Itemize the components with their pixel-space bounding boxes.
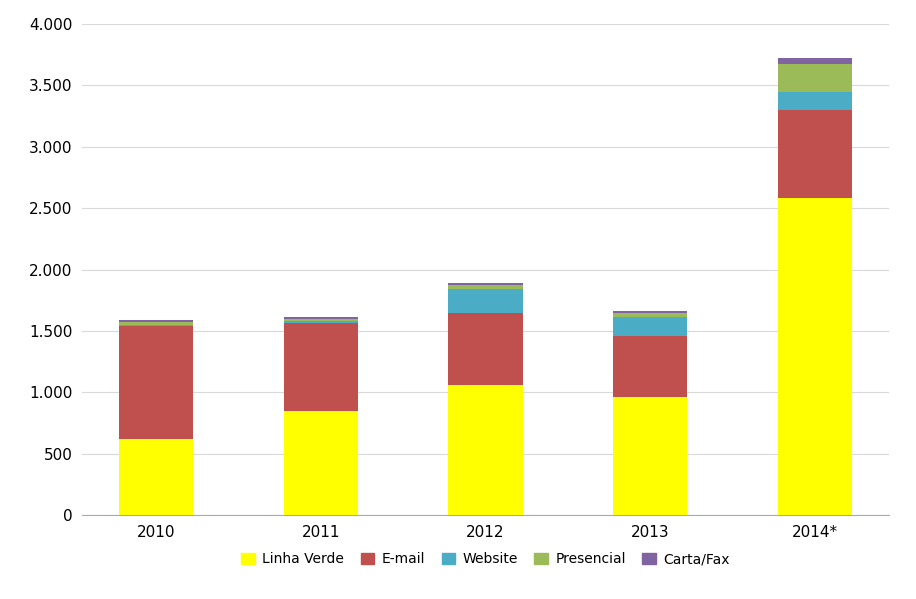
Bar <box>284 411 358 515</box>
Bar <box>284 323 358 411</box>
Bar <box>613 317 687 337</box>
Bar <box>449 385 522 515</box>
Bar <box>778 92 852 110</box>
Bar <box>449 285 522 289</box>
Bar <box>284 320 358 323</box>
Bar <box>119 322 193 325</box>
Bar <box>613 311 687 313</box>
Bar <box>119 326 193 439</box>
Bar <box>613 313 687 317</box>
Legend: Linha Verde, E-mail, Website, Presencial, Carta/Fax: Linha Verde, E-mail, Website, Presencial… <box>235 547 736 572</box>
Bar <box>613 337 687 397</box>
Bar <box>778 58 852 64</box>
Bar <box>778 198 852 515</box>
Bar <box>449 313 522 385</box>
Bar <box>119 320 193 322</box>
Bar <box>284 317 358 319</box>
Bar <box>613 397 687 515</box>
Bar <box>449 283 522 285</box>
Bar <box>284 319 358 320</box>
Bar <box>449 289 522 313</box>
Bar <box>778 110 852 198</box>
Bar <box>119 325 193 326</box>
Bar <box>778 64 852 92</box>
Bar <box>119 439 193 515</box>
